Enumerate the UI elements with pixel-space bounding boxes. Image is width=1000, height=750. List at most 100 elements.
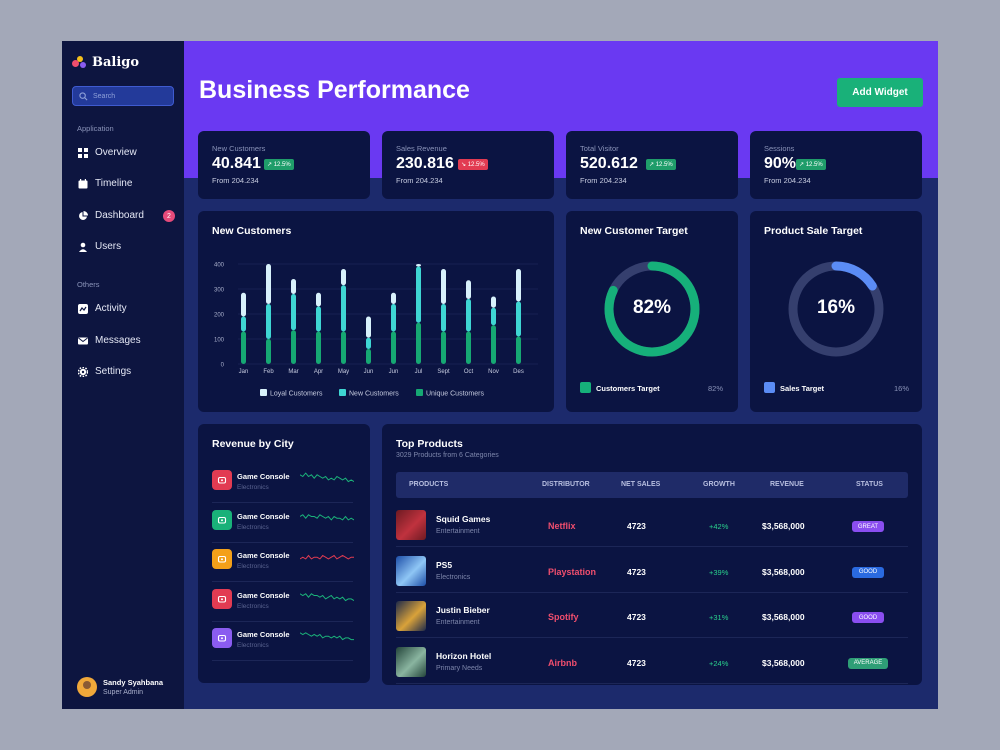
stat-card-sales-revenue[interactable]: Sales Revenue 230.816 ↘ 12.5% From 204.2… [382, 131, 554, 199]
card-title: Top Products [396, 438, 463, 450]
city-name: Game Console [237, 551, 290, 560]
page-title: Business Performance [199, 76, 470, 104]
sidebar-item-messages[interactable]: Messages [77, 335, 175, 346]
stat-from: From 204.234 [212, 176, 259, 185]
sidebar-item-overview[interactable]: Overview [77, 147, 175, 158]
notification-badge: 2 [163, 210, 175, 222]
product-sale-target-card: Product Sale Target 16% Sales Target 16% [750, 211, 922, 412]
sparkline [300, 513, 354, 521]
city-row[interactable]: Game Console Electronics [212, 464, 354, 503]
bar-unique-customers [391, 331, 396, 364]
product-name: Squid Games [436, 514, 491, 524]
bar-loyal-customers [266, 264, 271, 304]
column-header[interactable]: NET SALES [621, 481, 661, 488]
bar-new-customers [241, 316, 246, 332]
column-header[interactable]: PRODUCTS [409, 481, 449, 488]
city-row[interactable]: Game Console Electronics [212, 622, 354, 661]
x-tick-label: Jun [364, 369, 374, 375]
y-tick-label: 200 [214, 313, 225, 319]
column-header[interactable]: STATUS [856, 481, 883, 488]
search-input[interactable]: Search [72, 86, 174, 106]
product-name: Justin Bieber [436, 605, 490, 615]
sidebar-item-timeline[interactable]: Timeline [77, 178, 175, 189]
bar-unique-customers [291, 330, 296, 364]
column-header[interactable]: DISTRIBUTOR [542, 481, 590, 488]
bar-new-customers [291, 294, 296, 331]
status-badge: AVERAGE [848, 657, 888, 669]
bar-new-customers [491, 307, 496, 326]
product-thumbnail [396, 555, 426, 586]
new-customers-bar-chart: 0 100 200 300 400 Jan Feb Mar Apr May Jun Jun Jul Sep… [214, 263, 538, 398]
bar-loyal-customers [316, 292, 321, 307]
card-title: New Customers [212, 225, 292, 237]
bar-loyal-customers [391, 292, 396, 304]
grid-icon [77, 147, 88, 158]
card-title: New Customer Target [580, 225, 688, 237]
stat-card-sessions[interactable]: Sessions 90% ↗ 12.5% From 204.234 [750, 131, 922, 199]
distributor: Airbnb [548, 657, 577, 668]
city-row[interactable]: Game Console Electronics [212, 583, 354, 622]
new-customers-card: New Customers 0 100 200 300 400 Jan Feb Mar Apr M… [198, 211, 554, 412]
bar-loyal-customers [416, 264, 421, 267]
table-row[interactable]: Justin Bieber Entertainment Spotify 4723 +31… [396, 593, 908, 638]
user-icon [77, 241, 88, 252]
x-tick-label: May [338, 369, 349, 375]
app-window: Baligo Search Application Overview Timel… [62, 41, 938, 709]
city-category: Electronics [237, 642, 269, 649]
legend-label: Sales Target [780, 384, 825, 393]
bar-unique-customers [441, 331, 446, 364]
bar-unique-customers [341, 331, 346, 364]
stat-from: From 204.234 [764, 176, 811, 185]
gamepad-icon [212, 470, 232, 490]
y-tick-label: 300 [214, 288, 225, 294]
sidebar-item-users[interactable]: Users [77, 241, 175, 252]
distributor: Netflix [548, 521, 576, 531]
logo[interactable]: Baligo [72, 55, 139, 70]
search-icon [79, 91, 88, 100]
bar-new-customers [266, 304, 271, 339]
city-row[interactable]: Game Console Electronics [212, 504, 354, 543]
sparkline [300, 592, 354, 601]
column-header[interactable]: GROWTH [703, 481, 735, 488]
column-header[interactable]: REVENUE [770, 481, 804, 488]
bar-loyal-customers [491, 296, 496, 308]
card-title: Revenue by City [212, 438, 294, 450]
sparkline-path [300, 632, 354, 641]
avatar [77, 677, 97, 697]
legend-label: Loyal Customers [270, 391, 323, 398]
sidebar-item-label: Overview [95, 147, 137, 158]
growth: +42% [709, 522, 729, 531]
bar-loyal-customers [441, 269, 446, 304]
add-widget-button[interactable]: Add Widget [837, 78, 923, 107]
legend-swatch [580, 382, 591, 393]
bar-new-customers [316, 306, 321, 332]
donut-percent: 16% [816, 297, 856, 318]
city-row[interactable]: Game Console Electronics [212, 543, 354, 582]
distributor: Playstation [548, 566, 597, 577]
bar-unique-customers [316, 331, 321, 364]
table-row[interactable]: Squid Games Entertainment Netflix 4723 +42% $… [396, 502, 908, 547]
city-name: Game Console [237, 472, 290, 481]
user-profile[interactable]: Sandy Syahbana Super Admin [77, 677, 163, 697]
x-tick-label: Apr [314, 369, 323, 375]
new-customer-target-card: New Customer Target 82% Customers Target… [566, 211, 738, 412]
stat-card-new-customers[interactable]: New Customers 40.841 ↗ 12.5% From 204.23… [198, 131, 370, 199]
sparkline-path [300, 472, 354, 483]
stat-value: 40.841 [212, 155, 261, 172]
x-tick-label: Jul [415, 369, 423, 375]
stat-card-total-visitor[interactable]: Total Visitor 520.612 ↗ 12.5% From 204.2… [566, 131, 738, 199]
sidebar-item-dashboard[interactable]: Dashboard 2 [77, 210, 175, 222]
sidebar-item-activity[interactable]: Activity [77, 303, 175, 314]
table-row[interactable]: Horizon Hotel Primary Needs Airbnb 4723 +24%… [396, 639, 908, 684]
pie-chart-icon [77, 210, 88, 221]
sidebar-item-settings[interactable]: Settings [77, 366, 175, 377]
city-name: Game Console [237, 630, 290, 639]
x-tick-label: Jun [389, 369, 399, 375]
bar-new-customers [416, 266, 421, 323]
city-category: Electronics [237, 484, 269, 491]
bar-unique-customers [241, 331, 246, 364]
sparkline [300, 632, 354, 641]
product-thumbnail [396, 646, 426, 677]
table-row[interactable]: PS5 Electronics Playstation 4723 +39% $3,568,… [396, 548, 908, 593]
robot-icon [212, 549, 232, 569]
